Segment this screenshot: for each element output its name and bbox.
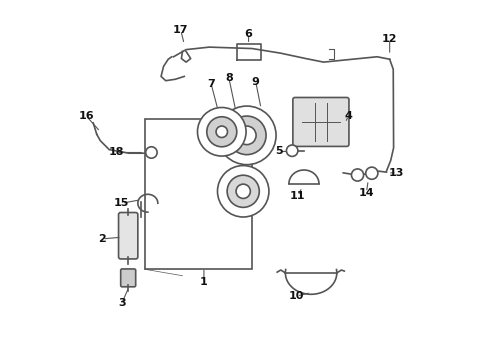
Text: 2: 2 <box>98 234 106 244</box>
Text: 10: 10 <box>289 291 304 301</box>
Circle shape <box>227 116 266 155</box>
Text: 5: 5 <box>275 147 283 157</box>
FancyBboxPatch shape <box>119 212 138 259</box>
Text: 8: 8 <box>225 73 233 83</box>
Text: 14: 14 <box>359 188 374 198</box>
Text: 3: 3 <box>118 298 125 308</box>
Text: 9: 9 <box>252 77 260 87</box>
Circle shape <box>287 145 298 157</box>
Circle shape <box>366 167 378 179</box>
Circle shape <box>236 184 250 198</box>
Text: 4: 4 <box>344 111 352 121</box>
Circle shape <box>238 126 256 145</box>
FancyBboxPatch shape <box>293 98 349 147</box>
Text: 17: 17 <box>173 25 189 35</box>
Text: 13: 13 <box>389 168 405 178</box>
Circle shape <box>197 108 246 156</box>
Text: 12: 12 <box>382 34 397 44</box>
Circle shape <box>146 147 157 158</box>
Circle shape <box>351 169 364 181</box>
Circle shape <box>207 117 237 147</box>
Circle shape <box>216 126 227 138</box>
Text: 1: 1 <box>200 277 208 287</box>
Text: 11: 11 <box>290 191 306 201</box>
Text: 18: 18 <box>109 148 124 157</box>
Text: 7: 7 <box>207 78 215 89</box>
FancyBboxPatch shape <box>121 269 136 287</box>
Text: 16: 16 <box>78 111 94 121</box>
Circle shape <box>227 175 259 207</box>
Bar <box>145 119 252 269</box>
Circle shape <box>218 106 276 165</box>
Circle shape <box>218 166 269 217</box>
Text: 15: 15 <box>114 198 129 208</box>
Text: 6: 6 <box>245 28 252 39</box>
